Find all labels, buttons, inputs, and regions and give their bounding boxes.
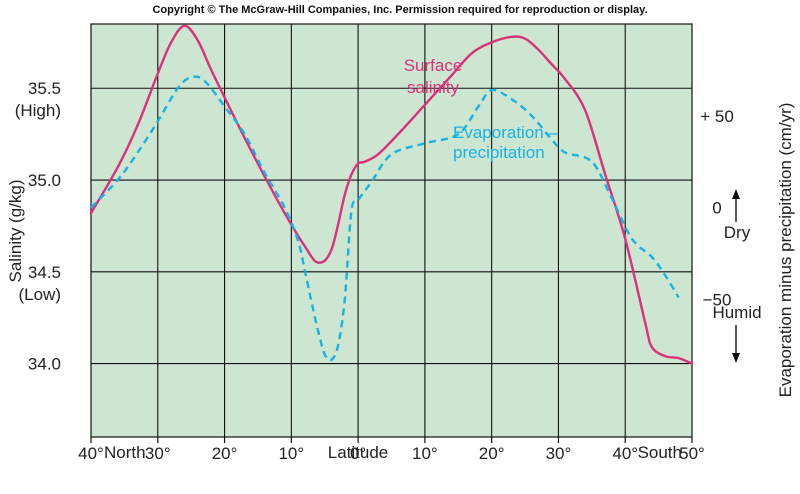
y-left-tick-label: 35.5 <box>28 79 61 98</box>
evaporation-label-line-1: Evaporation – <box>453 123 558 142</box>
surface-salinity-label: Surface salinity <box>404 56 463 97</box>
y-right-tick-label: + 50 <box>700 107 734 126</box>
y-left-tick-sublabel: (Low) <box>18 285 61 304</box>
humid-annotation: Humid <box>712 303 761 322</box>
grid-lines <box>91 24 692 437</box>
up-arrow-icon <box>732 189 740 199</box>
left-axis-ticks: 35.5 (High) 35.0 34.5 (Low) 34.0 <box>15 79 61 373</box>
surface-salinity-line <box>89 24 694 365</box>
y-right-tick-label: −50 <box>703 290 732 309</box>
y-left-tick-label: 34.5 <box>28 263 61 282</box>
y-right-tick-label: 0 <box>712 199 721 218</box>
x-tick-label: 20° <box>479 444 505 463</box>
evaporation-precipitation-line <box>90 75 680 362</box>
y-left-tick-label: 35.0 <box>28 171 61 190</box>
x-tick-label: 0° <box>350 444 366 463</box>
x-tick-label: 40° <box>612 444 638 463</box>
x-tick-label: 10° <box>412 444 438 463</box>
surface-salinity-label-line-1: Surface <box>404 56 463 75</box>
copyright-notice: Copyright © The McGraw-Hill Companies, I… <box>152 4 647 16</box>
surface-salinity-label-line-2: salinity <box>407 78 459 97</box>
y-axis-right-title: Evaporation minus precipitation (cm/yr) <box>776 103 795 398</box>
plot-area <box>90 23 693 438</box>
x-tick-label: 10° <box>278 444 304 463</box>
evaporation-precipitation-label: Evaporation – precipitation <box>453 123 558 162</box>
x-tick-label: 40° <box>78 444 104 463</box>
right-axis-arrows <box>732 189 740 363</box>
x-tick-label: 30° <box>145 444 171 463</box>
down-arrow-icon <box>732 353 740 363</box>
south-label: South <box>638 443 682 462</box>
x-tick-label: 50° <box>679 444 705 463</box>
series-lines <box>89 24 694 365</box>
north-label: North <box>104 443 146 462</box>
x-tick-label: 20° <box>212 444 238 463</box>
y-left-tick-sublabel: (High) <box>15 101 61 120</box>
x-tick-label: 30° <box>546 444 572 463</box>
y-axis-left-title: Salinity (g/kg) <box>6 180 25 283</box>
x-axis-title: Latitude <box>328 443 389 462</box>
y-left-tick-label: 34.0 <box>28 355 61 374</box>
evaporation-label-line-2: precipitation <box>453 143 545 162</box>
x-axis-ticks: 40° 30° 20° 10° 0° 10° 20° 30° 40° 50° <box>78 437 705 463</box>
right-axis-ticks: + 50 0 −50 <box>700 107 734 310</box>
dry-annotation: Dry <box>724 223 751 242</box>
